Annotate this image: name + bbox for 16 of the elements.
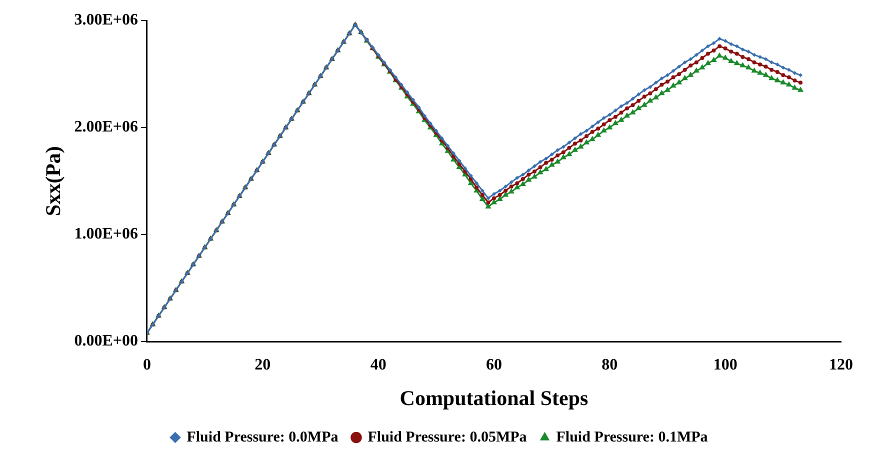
legend-label: Fluid Pressure: 0.1MPa (556, 429, 708, 446)
legend-label: Fluid Pressure: 0.0MPa (186, 429, 339, 446)
x-tick-label: 0 (142, 356, 151, 374)
x-tick-label: 100 (713, 356, 738, 374)
x-tick-label: 20 (254, 356, 271, 374)
y-axis-title: Sxx(Pa) (41, 146, 66, 216)
y-tick-label: 2.00E+06 (74, 118, 138, 136)
y-tick-label: 0.00E+00 (74, 332, 138, 350)
y-tick-label: 3.00E+06 (74, 12, 138, 29)
x-tick-label: 60 (486, 356, 502, 374)
legend-label: Fluid Pressure: 0.05MPa (368, 429, 528, 446)
x-tick-label: 40 (370, 356, 386, 374)
x-axis-title: Computational Steps (400, 386, 588, 410)
x-tick-label: 80 (602, 356, 618, 374)
y-tick-label: 1.00E+06 (74, 226, 138, 243)
x-tick-label: 120 (829, 356, 853, 374)
